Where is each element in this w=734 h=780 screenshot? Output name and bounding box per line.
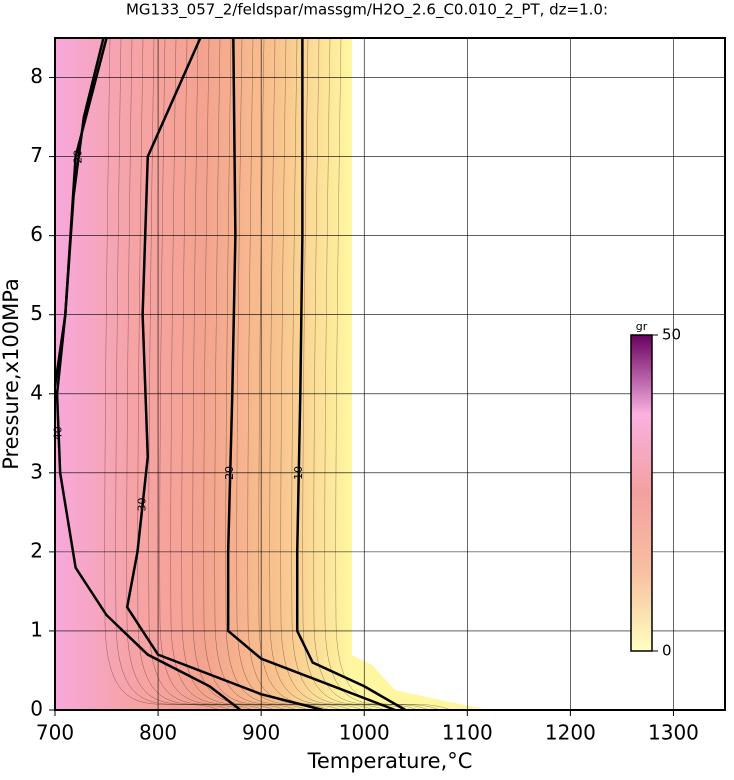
colorbar-tick-label: 50 — [662, 326, 681, 344]
contour-line — [53, 37, 105, 387]
minor-contour — [115, 37, 232, 711]
minor-contour — [192, 37, 309, 711]
x-tick-label: 1100 — [442, 721, 493, 745]
y-axis-label: Pressure,x100MPa — [0, 278, 23, 470]
x-axis-label: Temperature,°C — [307, 749, 473, 773]
minor-contour — [148, 37, 265, 711]
minor-contour — [104, 37, 221, 711]
minor-contour — [302, 37, 419, 711]
colorbar — [630, 334, 653, 652]
y-tick-label: 4 — [30, 380, 43, 404]
minor-contour — [225, 37, 342, 711]
y-tick-label: 3 — [30, 459, 43, 483]
minor-contour — [280, 37, 397, 711]
minor-contour — [203, 37, 320, 711]
x-tick-label: 1000 — [339, 721, 390, 745]
contour-line — [295, 38, 407, 712]
y-tick-label: 5 — [30, 301, 43, 325]
minor-contour — [313, 37, 430, 711]
minor-contour — [214, 37, 331, 711]
x-tick-label: 1200 — [545, 721, 596, 745]
y-tick-label: 0 — [30, 697, 43, 721]
y-tick-label: 2 — [30, 538, 43, 562]
plot-frame — [54, 37, 726, 711]
colorbar-tick-label: 0 — [662, 642, 672, 660]
chart-title: MG133_057_2/feldspar/massgm/H2O_2.6_C0.0… — [126, 1, 608, 20]
minor-contour — [335, 37, 452, 711]
field — [55, 38, 490, 710]
y-tick-label: 1 — [30, 617, 43, 641]
minor-contour — [269, 37, 386, 711]
x-tick-label: 800 — [139, 721, 177, 745]
y-tick-label: 8 — [30, 64, 43, 88]
x-tick-label: 700 — [36, 721, 74, 745]
minor-contour — [126, 37, 243, 711]
contour-label: 30 — [136, 497, 149, 511]
contour-label: 40 — [52, 426, 65, 440]
minor-contour — [159, 37, 276, 711]
minor-contour — [137, 37, 254, 711]
minor-contour — [236, 37, 353, 711]
contour-line — [226, 37, 396, 712]
minor-contour — [291, 37, 408, 711]
y-tick-label: 7 — [30, 143, 43, 167]
colorbar-label: gr — [636, 320, 648, 333]
minor-contour — [170, 37, 287, 711]
y-tick-label: 6 — [30, 222, 43, 246]
x-tick-label: 900 — [242, 721, 280, 745]
x-tick-label: 1300 — [648, 721, 699, 745]
